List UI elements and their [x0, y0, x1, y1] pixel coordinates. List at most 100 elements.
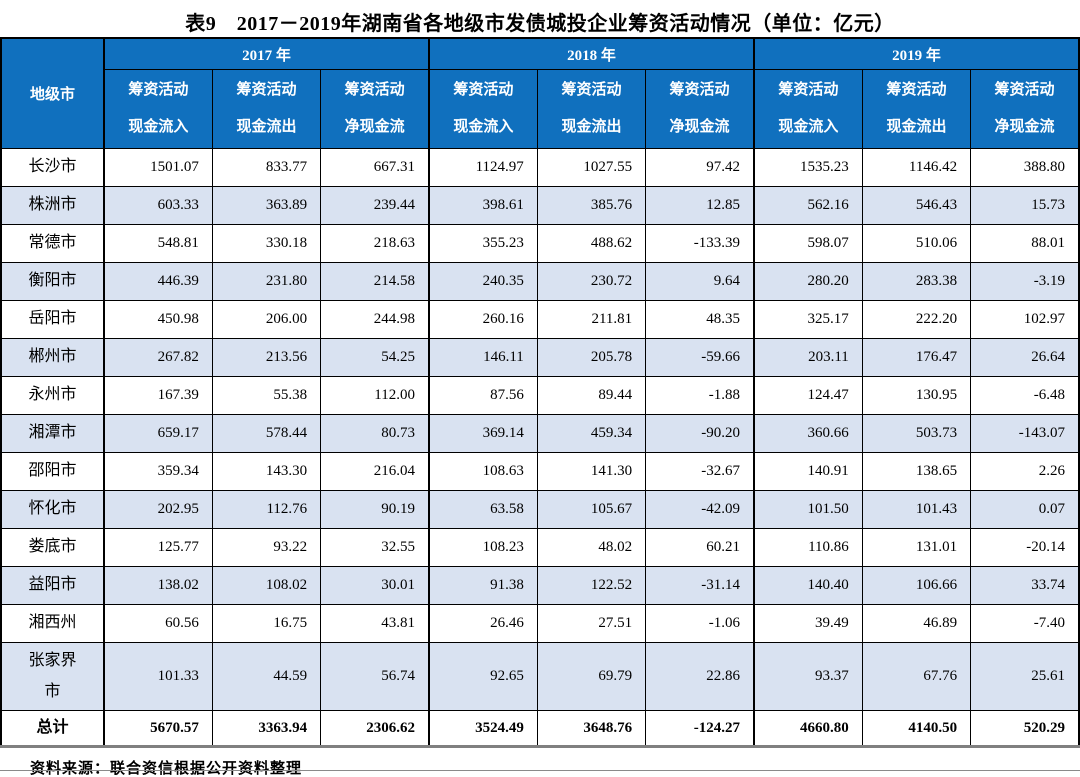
- value-cell: 231.80: [211, 262, 322, 301]
- value-cell: 140.91: [752, 452, 863, 491]
- value-cell: 33.74: [970, 566, 1080, 605]
- value-cell: 39.49: [752, 604, 863, 643]
- value-cell: 9.64: [645, 262, 755, 301]
- value-cell: 3524.49: [427, 710, 538, 747]
- table-row: 衡阳市 446.39 231.80 214.58 240.35 230.72 9.64 28…: [0, 262, 1080, 301]
- value-cell: 218.63: [320, 224, 430, 263]
- value-cell: 398.61: [427, 186, 538, 225]
- value-cell: 240.35: [427, 262, 538, 301]
- value-cell: 101.33: [102, 642, 213, 711]
- value-cell: 140.40: [752, 566, 863, 605]
- value-cell: -42.09: [645, 490, 755, 529]
- value-cell: 363.89: [211, 186, 322, 225]
- value-cell: 30.01: [320, 566, 430, 605]
- value-cell: 325.17: [752, 300, 863, 339]
- value-cell: 44.59: [211, 642, 322, 711]
- value-cell: 89.44: [536, 376, 647, 415]
- value-cell: 60.21: [645, 528, 755, 567]
- value-cell: 22.86: [645, 642, 755, 711]
- value-cell: 122.52: [536, 566, 647, 605]
- value-cell: 1027.55: [536, 148, 647, 187]
- city-cell: 衡阳市: [0, 262, 105, 301]
- value-cell: 176.47: [861, 338, 972, 377]
- value-cell: 26.64: [970, 338, 1080, 377]
- value-cell: -1.88: [645, 376, 755, 415]
- value-cell: 4140.50: [861, 710, 972, 747]
- value-cell: -124.27: [645, 710, 755, 747]
- value-cell: 1146.42: [861, 148, 972, 187]
- value-cell: 60.56: [102, 604, 213, 643]
- value-cell: -143.07: [970, 414, 1080, 453]
- value-cell: 108.63: [427, 452, 538, 491]
- city-cell: 湘潭市: [0, 414, 105, 453]
- value-cell: 211.81: [536, 300, 647, 339]
- col-header-2017-net: 筹资活动 净现金流: [320, 69, 430, 149]
- value-cell: 108.02: [211, 566, 322, 605]
- value-cell: 213.56: [211, 338, 322, 377]
- value-cell: 80.73: [320, 414, 430, 453]
- value-cell: 548.81: [102, 224, 213, 263]
- value-cell: 55.38: [211, 376, 322, 415]
- value-cell: 267.82: [102, 338, 213, 377]
- table-row: 娄底市 125.77 93.22 32.55 108.23 48.02 60.21 110.…: [0, 528, 1080, 567]
- financing-activity-table: 地级市 2017 年 2018 年 2019 年 筹资活动 现金流入 筹资活动 …: [0, 37, 1080, 748]
- value-cell: 97.42: [645, 148, 755, 187]
- value-cell: 244.98: [320, 300, 430, 339]
- value-cell: 131.01: [861, 528, 972, 567]
- value-cell: 239.44: [320, 186, 430, 225]
- table-row: 张家界 市 101.33 44.59 56.74 92.65 69.79 22.86 93.…: [0, 642, 1080, 711]
- value-cell: 360.66: [752, 414, 863, 453]
- value-cell: 167.39: [102, 376, 213, 415]
- value-cell: 459.34: [536, 414, 647, 453]
- value-cell: 146.11: [427, 338, 538, 377]
- value-cell: 143.30: [211, 452, 322, 491]
- value-cell: 105.67: [536, 490, 647, 529]
- table-row: 常德市 548.81 330.18 218.63 355.23 488.62 -133.3…: [0, 224, 1080, 263]
- value-cell: 110.86: [752, 528, 863, 567]
- value-cell: -133.39: [645, 224, 755, 263]
- table-row: 岳阳市 450.98 206.00 244.98 260.16 211.81 48.35 3…: [0, 300, 1080, 339]
- col-header-2019-net: 筹资活动 净现金流: [970, 69, 1080, 149]
- value-cell: 138.65: [861, 452, 972, 491]
- value-cell: 667.31: [320, 148, 430, 187]
- header-sub-row: 筹资活动 现金流入 筹资活动 现金流出 筹资活动 净现金流 筹资活动 现金流入 …: [1, 69, 1080, 149]
- value-cell: 48.35: [645, 300, 755, 339]
- value-cell: 385.76: [536, 186, 647, 225]
- col-header-2019-outflow: 筹资活动 现金流出: [861, 69, 972, 149]
- value-cell: -90.20: [645, 414, 755, 453]
- value-cell: 141.30: [536, 452, 647, 491]
- value-cell: 355.23: [427, 224, 538, 263]
- city-cell: 常德市: [0, 224, 105, 263]
- page-bottom-rule: [0, 770, 1080, 771]
- city-cell: 总计: [0, 710, 105, 747]
- value-cell: 54.25: [320, 338, 430, 377]
- table-row: 永州市 167.39 55.38 112.00 87.56 89.44 -1.88 124.…: [0, 376, 1080, 415]
- value-cell: 15.73: [970, 186, 1080, 225]
- value-cell: 101.50: [752, 490, 863, 529]
- table-header: 地级市 2017 年 2018 年 2019 年 筹资活动 现金流入 筹资活动 …: [0, 37, 1080, 149]
- value-cell: 222.20: [861, 300, 972, 339]
- value-cell: 16.75: [211, 604, 322, 643]
- value-cell: 330.18: [211, 224, 322, 263]
- value-cell: -1.06: [645, 604, 755, 643]
- value-cell: -31.14: [645, 566, 755, 605]
- value-cell: 520.29: [970, 710, 1080, 747]
- value-cell: 48.02: [536, 528, 647, 567]
- value-cell: 88.01: [970, 224, 1080, 263]
- value-cell: 450.98: [102, 300, 213, 339]
- value-cell: 260.16: [427, 300, 538, 339]
- city-cell: 邵阳市: [0, 452, 105, 491]
- city-cell: 长沙市: [0, 148, 105, 187]
- table-row: 长沙市 1501.07 833.77 667.31 1124.97 1027.55 97.…: [0, 148, 1080, 187]
- value-cell: 206.00: [211, 300, 322, 339]
- value-cell: 562.16: [752, 186, 863, 225]
- value-cell: 87.56: [427, 376, 538, 415]
- value-cell: 124.47: [752, 376, 863, 415]
- value-cell: 503.73: [861, 414, 972, 453]
- value-cell: 5670.57: [102, 710, 213, 747]
- value-cell: 388.80: [970, 148, 1080, 187]
- value-cell: 510.06: [861, 224, 972, 263]
- value-cell: 205.78: [536, 338, 647, 377]
- table-row: 郴州市 267.82 213.56 54.25 146.11 205.78 -59.66 2…: [0, 338, 1080, 377]
- value-cell: 92.65: [427, 642, 538, 711]
